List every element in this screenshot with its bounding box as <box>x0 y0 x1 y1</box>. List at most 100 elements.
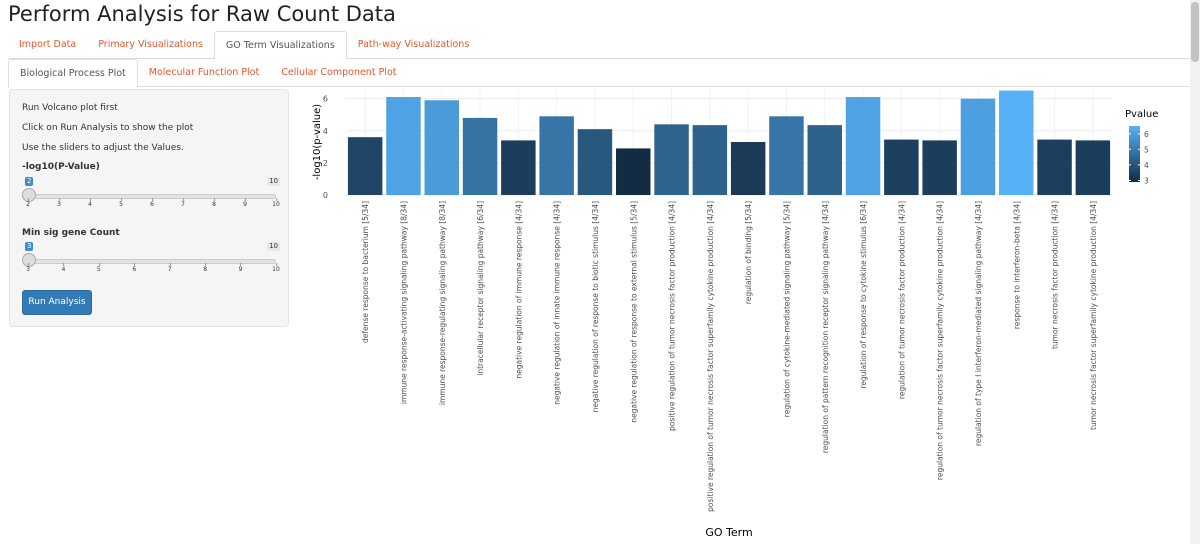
tab-pathway-visualizations[interactable]: Path-way Visualizations <box>357 39 470 50</box>
run-analysis-button[interactable]: Run Analysis <box>22 290 92 315</box>
x-tick-label: tumor necrosis factor superfamily cytoki… <box>1089 201 1098 430</box>
tab-import-data[interactable]: Import Data <box>19 39 77 50</box>
slider-tick-label: 8 <box>212 198 216 208</box>
bar <box>960 98 996 195</box>
x-tick-label: regulation of pattern recognition recept… <box>821 201 830 453</box>
sidebar-panel: Run Volcano plot first Click on Run Anal… <box>9 89 289 327</box>
slider-tick-label: 5 <box>96 263 101 273</box>
page-scrollbar[interactable] <box>1190 0 1200 544</box>
pvalue-slider[interactable]: 2 10 2 3 4 5 6 7 8 9 10 <box>22 177 280 215</box>
x-tick-label: regulation of binding [5/34] <box>744 201 753 304</box>
x-tick-label: regulation of tumor necrosis factor supe… <box>936 201 945 480</box>
sub-tabs: Biological Process Plot Molecular Functi… <box>8 59 1192 88</box>
instruction-run-analysis: Click on Run Analysis to show the plot <box>22 123 194 133</box>
slider-value-label: 2 <box>25 177 34 186</box>
bar <box>347 137 383 195</box>
tab-primary-visualizations[interactable]: Primary Visualizations <box>98 39 203 50</box>
x-tick-label: negative regulation of response to exter… <box>629 201 638 423</box>
legend-colorbar <box>1129 126 1140 182</box>
x-tick-label: regulation of cytokine-mediated signalin… <box>782 201 791 417</box>
bar <box>616 148 651 195</box>
instruction-run-volcano: Run Volcano plot first <box>22 103 118 113</box>
x-tick-label: regulation of type I interferon-mediated… <box>974 201 983 446</box>
y-tick-label: 4 <box>323 127 328 136</box>
slider-max-label: 10 <box>267 242 280 251</box>
x-tick-label: regulation of tumor necrosis factor prod… <box>897 201 906 399</box>
bar <box>386 97 421 195</box>
bar <box>1075 140 1111 195</box>
bar <box>845 97 881 195</box>
tab-go-term-visualizations[interactable]: GO Term Visualizations <box>213 31 347 60</box>
slider-handle[interactable] <box>22 188 36 202</box>
bar <box>1037 139 1072 195</box>
bar <box>462 117 498 195</box>
slider-max-label: 10 <box>267 177 280 186</box>
slider-tick-label: 8 <box>203 263 208 273</box>
x-tick-label: defense response to bacterium [5/34] <box>361 201 370 343</box>
x-tick-label: negative regulation of innate immune res… <box>553 201 562 405</box>
slider-ticks: 3 4 5 6 7 8 9 10 <box>22 263 280 280</box>
bar <box>999 90 1034 195</box>
bar <box>884 139 919 195</box>
bar <box>730 142 766 195</box>
x-tick-label: intracellular receptor signaling pathway… <box>476 201 485 376</box>
slider-tick-label: 7 <box>181 198 185 208</box>
slider-tick-label: 10 <box>272 263 280 273</box>
tab-molecular-function-plot[interactable]: Molecular Function Plot <box>148 67 260 78</box>
slider-tick-label: 3 <box>57 198 61 208</box>
x-tick-label: positive regulation of tumor necrosis fa… <box>706 201 715 512</box>
x-tick-label: tumor necrosis factor production [4/34] <box>1051 201 1060 349</box>
gene-count-slider[interactable]: 3 10 3 4 5 6 7 8 9 10 <box>22 242 280 280</box>
slider-handle[interactable] <box>22 253 36 267</box>
slider-tick-label: 5 <box>119 198 123 208</box>
slider-tick-label: 7 <box>167 263 172 273</box>
x-tick-label: negative regulation of immune response [… <box>514 201 523 379</box>
x-tick-label: positive regulation of tumor necrosis fa… <box>668 201 677 431</box>
gene-count-slider-label: Min sig gene Count <box>22 228 120 238</box>
plot-panel <box>346 89 1112 195</box>
y-tick-label: 0 <box>323 191 328 200</box>
main-tabs: Import Data Primary Visualizations GO Te… <box>8 31 1192 60</box>
bar <box>692 125 728 195</box>
x-tick-label: immune response-activating signaling pat… <box>399 201 408 404</box>
bar <box>424 100 459 195</box>
legend-tick-label: 5 <box>1144 145 1149 154</box>
bar <box>539 116 574 195</box>
slider-tick-label: 2 <box>26 198 30 208</box>
go-term-bar-chart: 0 2 4 6 -log10(p-value) defense response to b… <box>300 89 1190 544</box>
bar <box>922 140 957 195</box>
slider-track[interactable] <box>28 259 276 264</box>
bar <box>654 124 689 195</box>
tab-biological-process-plot[interactable]: Biological Process Plot <box>8 59 138 88</box>
y-tick-label: 6 <box>323 95 328 104</box>
x-tick-label: regulation of response to cytokine stimu… <box>859 201 868 389</box>
x-tick-label: immune response-regulating signaling pat… <box>438 201 447 405</box>
y-axis-label: -log10(p-value) <box>312 104 323 180</box>
slider-ticks: 2 3 4 5 6 7 8 9 10 <box>22 198 280 215</box>
tab-cellular-component-plot[interactable]: Cellular Component Plot <box>281 67 397 78</box>
legend-tick-label: 6 <box>1144 130 1149 139</box>
bar <box>807 125 842 195</box>
bar <box>577 129 613 195</box>
slider-tick-label: 9 <box>238 263 243 273</box>
legend-title: Pvalue <box>1125 109 1158 120</box>
instruction-sliders: Use the sliders to adjust the Values. <box>22 143 184 153</box>
bar <box>769 116 804 195</box>
legend-tick-label: 4 <box>1144 161 1149 170</box>
scrollbar-thumb[interactable] <box>1191 2 1199 62</box>
x-axis-label: GO Term <box>705 526 752 539</box>
slider-tick-label: 10 <box>272 198 280 208</box>
slider-tick-label: 3 <box>26 263 30 273</box>
bar <box>501 140 536 195</box>
pvalue-slider-label: -log10(P-Value) <box>22 162 100 172</box>
x-tick-label: response to interferon-beta [4/34] <box>1012 201 1021 329</box>
legend-tick-label: 3 <box>1144 176 1149 185</box>
slider-tick-label: 6 <box>132 263 137 273</box>
slider-tick-label: 6 <box>150 198 154 208</box>
slider-value-label: 3 <box>25 242 34 251</box>
slider-tick-label: 4 <box>61 263 66 273</box>
y-tick-label: 2 <box>323 159 328 168</box>
page-title: Perform Analysis for Raw Count Data <box>8 2 396 26</box>
slider-tick-label: 4 <box>88 198 92 208</box>
